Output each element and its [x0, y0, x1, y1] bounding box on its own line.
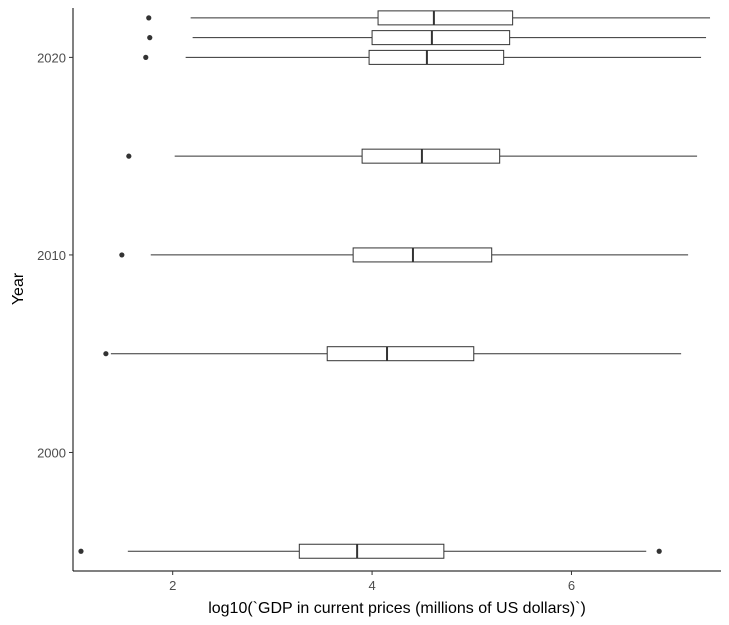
y-tick-label-2010: 2010: [37, 248, 66, 263]
box-2010-iqr-box: [352, 247, 493, 263]
x-axis-title: log10(`GDP in current prices (millions o…: [208, 600, 586, 617]
box-2022-outlier: [146, 15, 152, 21]
box-1995-outlier: [656, 548, 662, 554]
box-2015-outlier: [126, 153, 132, 159]
box-2010-outlier: [119, 252, 125, 258]
box-2021-iqr-box: [371, 30, 511, 46]
x-tick-label-2: 2: [169, 578, 176, 593]
box-2020-outlier: [143, 54, 149, 60]
box-2005-iqr-box: [326, 346, 475, 362]
box-2015-iqr-box: [361, 148, 501, 164]
x-tick-label-6: 6: [568, 578, 575, 593]
x-tick-label-4: 4: [368, 578, 375, 593]
box-2005-outlier: [103, 351, 109, 357]
y-axis-title: Year: [10, 272, 27, 305]
box-1995-iqr-box: [298, 543, 445, 559]
y-tick-label-2000: 2000: [37, 445, 66, 460]
box-2022-iqr-box: [377, 10, 514, 26]
box-2020-iqr-box: [368, 49, 505, 65]
y-tick-label-2020: 2020: [37, 50, 66, 65]
box-2021-outlier: [147, 35, 153, 41]
axes: 2 4 6 2000 2010 2020: [37, 8, 721, 593]
plot-marks: [78, 10, 711, 559]
box-1995-outlier: [78, 548, 84, 554]
